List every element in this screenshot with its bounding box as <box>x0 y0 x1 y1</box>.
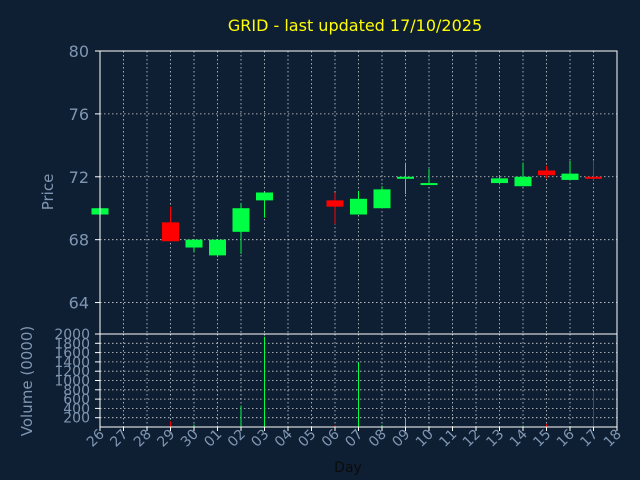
x-axis-label: Day <box>334 460 362 476</box>
x-tick-label: 30 <box>178 427 202 451</box>
x-tick-label: 10 <box>413 427 437 451</box>
volume-tick-label: 1400 <box>54 355 90 371</box>
volume-tick-label: 2000 <box>54 327 90 343</box>
x-tick-label: 08 <box>366 427 390 451</box>
x-tick-label: 07 <box>342 427 366 451</box>
candle-body <box>420 183 438 186</box>
candle-body <box>514 176 532 187</box>
volume-tick-label: 1000 <box>54 374 90 390</box>
candles <box>91 161 602 257</box>
price-axis-label: Price <box>39 174 57 211</box>
price-tick-labels: 64 68 72 76 80 <box>69 42 100 313</box>
volume-tick-label: 1200 <box>54 364 90 380</box>
x-tick-label: 18 <box>601 427 625 451</box>
candle-body <box>185 239 203 248</box>
candle-body <box>209 239 226 256</box>
x-tick-label: 03 <box>248 427 272 451</box>
volume-tick-label: 400 <box>63 401 90 417</box>
candle-body <box>491 178 508 184</box>
candle-body <box>585 176 602 179</box>
x-tick-label: 29 <box>154 427 178 451</box>
chart-title: GRID - last updated 17/10/2025 <box>228 16 482 35</box>
x-tick-labels: 26 27 28 29 30 01 02 03 04 05 06 07 08 09 10 11 12 13 14 15… <box>84 426 625 450</box>
x-tick-label: 13 <box>483 427 507 451</box>
volume-axis-label: Volume (0000) <box>18 326 36 436</box>
x-tick-label: 01 <box>201 427 225 451</box>
x-tick-label: 28 <box>131 427 155 451</box>
x-tick-label: 04 <box>272 426 296 450</box>
candle-body <box>326 200 344 207</box>
candle-body <box>373 189 391 209</box>
candle-body <box>162 222 179 242</box>
candle-body <box>232 208 250 232</box>
x-tick-label: 14 <box>507 426 531 450</box>
candle-body <box>538 170 555 176</box>
x-tick-label: 17 <box>577 427 601 451</box>
x-tick-label: 26 <box>84 426 108 450</box>
price-tick-label: 80 <box>69 42 89 61</box>
price-tick-label: 68 <box>69 231 89 250</box>
volume-tick-label: 600 <box>63 392 90 408</box>
candle-body <box>350 198 367 215</box>
price-tick-label: 76 <box>69 105 89 124</box>
x-tick-label: 11 <box>436 427 460 451</box>
x-tick-label: 09 <box>389 427 413 451</box>
candle-body <box>561 173 579 180</box>
price-tick-label: 72 <box>69 168 89 187</box>
volume-tick-label: 200 <box>63 411 90 427</box>
x-tick-label: 12 <box>460 427 484 451</box>
volume-tick-label: 800 <box>63 383 90 399</box>
candle-body <box>397 176 414 179</box>
volume-tick-label: 1600 <box>54 346 90 362</box>
x-tick-label: 16 <box>554 426 578 450</box>
x-tick-label: 05 <box>295 427 319 451</box>
volume-panel-frame <box>99 333 618 428</box>
x-tick-label: 02 <box>225 427 249 451</box>
price-tick-label: 64 <box>69 294 89 313</box>
x-tick-label: 27 <box>107 427 131 451</box>
volume-tick-label: 1800 <box>54 336 90 352</box>
x-tick-label: 06 <box>319 426 343 450</box>
x-tick-label: 15 <box>530 427 554 451</box>
candle-body <box>256 192 273 201</box>
